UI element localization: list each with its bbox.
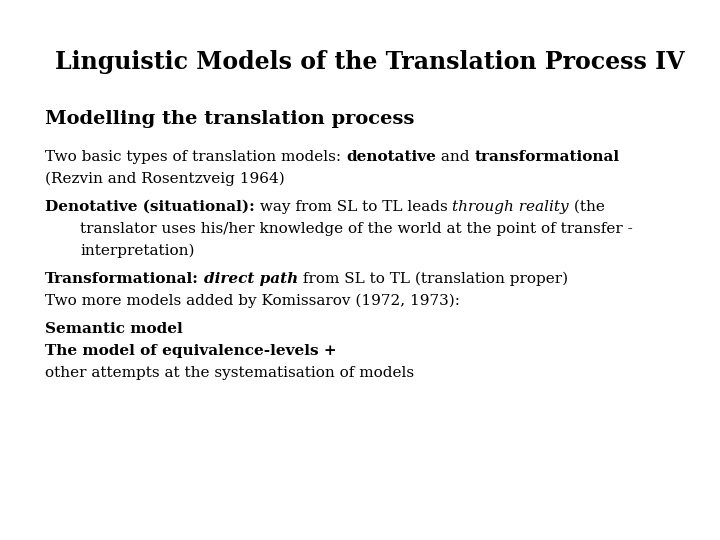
Text: direct path: direct path — [204, 272, 298, 286]
Text: transformational: transformational — [474, 150, 619, 164]
Text: Modelling the translation process: Modelling the translation process — [45, 110, 415, 128]
Text: through reality: through reality — [452, 200, 569, 214]
Text: The model of equivalence-levels +: The model of equivalence-levels + — [45, 344, 337, 358]
Text: way from SL to TL leads: way from SL to TL leads — [255, 200, 452, 214]
Text: (the: (the — [569, 200, 605, 214]
Text: interpretation): interpretation) — [80, 244, 194, 259]
Text: other attempts at the systematisation of models: other attempts at the systematisation of… — [45, 366, 414, 380]
Text: Two more models added by Komissarov (1972, 1973):: Two more models added by Komissarov (197… — [45, 294, 460, 308]
Text: from SL to TL (translation proper): from SL to TL (translation proper) — [298, 272, 568, 286]
Text: (Rezvin and Rosentzveig 1964): (Rezvin and Rosentzveig 1964) — [45, 172, 284, 186]
Text: Denotative (situational):: Denotative (situational): — [45, 200, 255, 214]
Text: denotative: denotative — [346, 150, 436, 164]
Text: Transformational:: Transformational: — [45, 272, 199, 286]
Text: Semantic model: Semantic model — [45, 322, 183, 336]
Text: and: and — [436, 150, 474, 164]
Text: Two basic types of translation models:: Two basic types of translation models: — [45, 150, 346, 164]
Text: translator uses his/her knowledge of the world at the point of transfer -: translator uses his/her knowledge of the… — [80, 222, 633, 236]
Text: Linguistic Models of the Translation Process IV: Linguistic Models of the Translation Pro… — [55, 50, 685, 74]
